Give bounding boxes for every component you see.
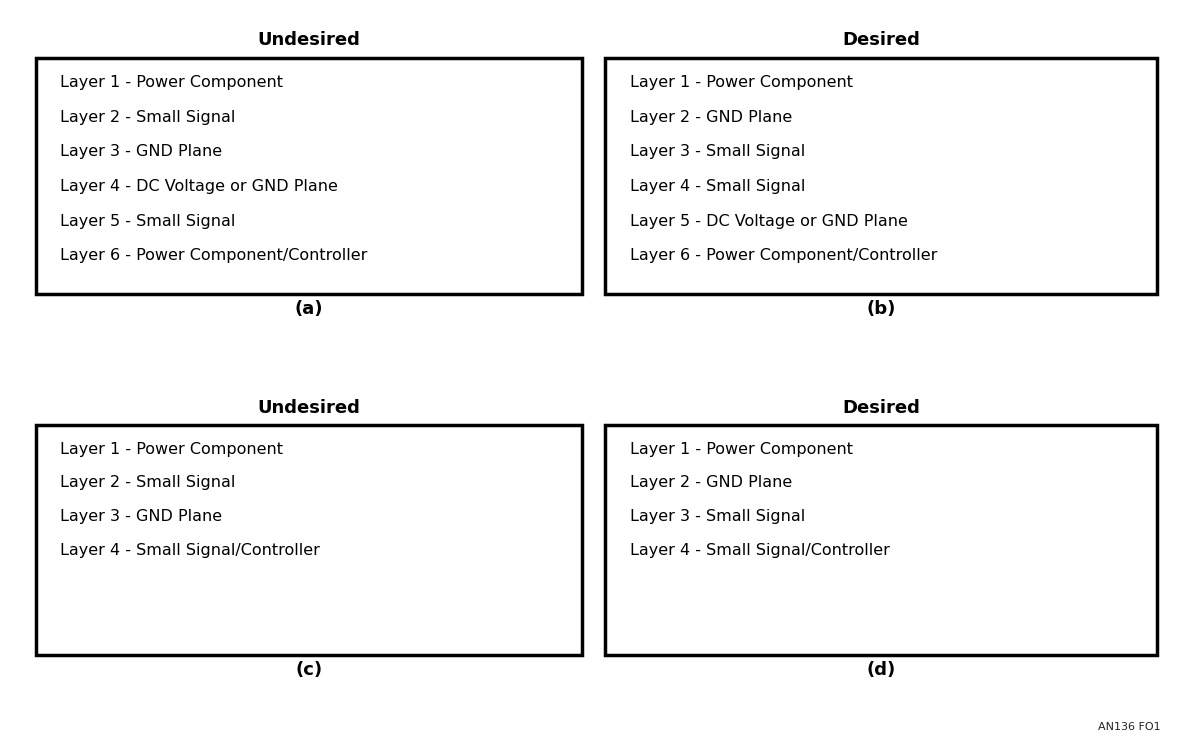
FancyBboxPatch shape <box>605 425 1157 655</box>
Text: Desired: Desired <box>843 31 920 49</box>
Text: Layer 1 - Power Component: Layer 1 - Power Component <box>630 442 853 456</box>
Text: (d): (d) <box>867 661 896 679</box>
Text: Undesired: Undesired <box>258 399 360 417</box>
Text: Desired: Desired <box>843 399 920 417</box>
Text: Layer 6 - Power Component/Controller: Layer 6 - Power Component/Controller <box>630 249 938 263</box>
Text: Layer 2 - Small Signal: Layer 2 - Small Signal <box>61 475 235 490</box>
Text: Layer 5 - DC Voltage or GND Plane: Layer 5 - DC Voltage or GND Plane <box>630 213 908 229</box>
Text: Layer 2 - Small Signal: Layer 2 - Small Signal <box>61 110 235 124</box>
Text: Layer 6 - Power Component/Controller: Layer 6 - Power Component/Controller <box>61 249 368 263</box>
Text: Layer 1 - Power Component: Layer 1 - Power Component <box>630 75 853 90</box>
Text: Layer 2 - GND Plane: Layer 2 - GND Plane <box>630 475 793 490</box>
FancyBboxPatch shape <box>36 58 582 294</box>
Text: Layer 5 - Small Signal: Layer 5 - Small Signal <box>61 213 235 229</box>
Text: Layer 1 - Power Component: Layer 1 - Power Component <box>61 75 284 90</box>
Text: Layer 3 - Small Signal: Layer 3 - Small Signal <box>630 144 806 159</box>
FancyBboxPatch shape <box>605 58 1157 294</box>
Text: (b): (b) <box>867 300 896 318</box>
Text: Layer 3 - GND Plane: Layer 3 - GND Plane <box>61 144 222 159</box>
Text: Layer 3 - Small Signal: Layer 3 - Small Signal <box>630 509 806 524</box>
Text: (c): (c) <box>296 661 322 679</box>
Text: Layer 3 - GND Plane: Layer 3 - GND Plane <box>61 509 222 524</box>
Text: Layer 4 - Small Signal/Controller: Layer 4 - Small Signal/Controller <box>61 543 320 558</box>
Text: Layer 4 - Small Signal: Layer 4 - Small Signal <box>630 179 806 194</box>
Text: Layer 2 - GND Plane: Layer 2 - GND Plane <box>630 110 793 124</box>
Text: Layer 4 - DC Voltage or GND Plane: Layer 4 - DC Voltage or GND Plane <box>61 179 338 194</box>
Text: AN136 FO1: AN136 FO1 <box>1098 722 1161 732</box>
Text: (a): (a) <box>294 300 323 318</box>
Text: Layer 1 - Power Component: Layer 1 - Power Component <box>61 442 284 456</box>
Text: Layer 4 - Small Signal/Controller: Layer 4 - Small Signal/Controller <box>630 543 890 558</box>
Text: Undesired: Undesired <box>258 31 360 49</box>
FancyBboxPatch shape <box>36 425 582 655</box>
